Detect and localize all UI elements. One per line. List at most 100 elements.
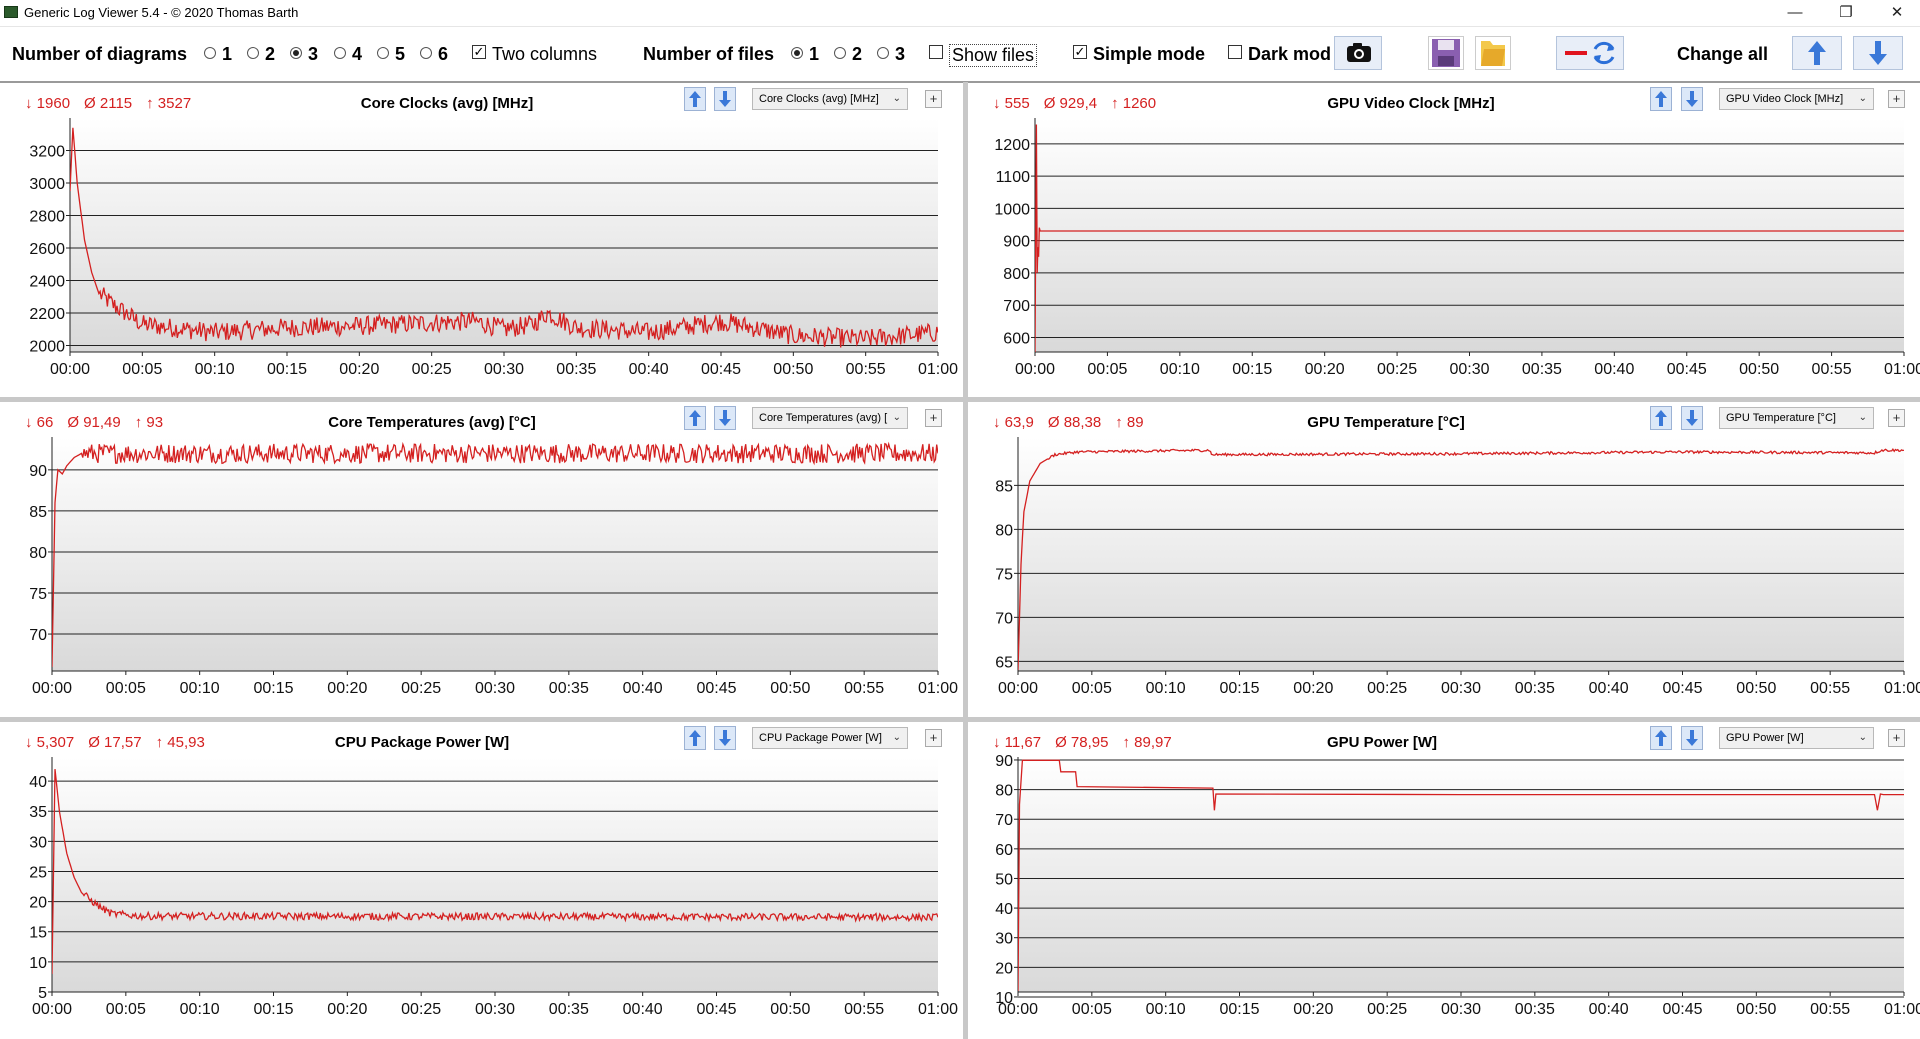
x-tick-label: 00:40 xyxy=(623,1001,663,1018)
x-tick-label: 00:55 xyxy=(844,1001,884,1018)
x-tick-label: 00:40 xyxy=(623,680,663,697)
x-tick-label: 00:00 xyxy=(32,680,72,697)
y-tick-label: 800 xyxy=(1003,266,1030,283)
move-up-button[interactable] xyxy=(1650,406,1672,430)
row-divider[interactable] xyxy=(0,397,1920,402)
diagrams-label: Number of diagrams xyxy=(12,44,188,64)
minimize-button[interactable]: — xyxy=(1787,4,1803,21)
sensor-select[interactable]: CPU Package Power [W] ⌄ xyxy=(752,727,908,749)
arrow-up-icon xyxy=(689,91,701,107)
y-tick-label: 60 xyxy=(995,842,1013,859)
y-tick-label: 70 xyxy=(995,610,1013,627)
arrow-up-icon xyxy=(1655,730,1667,746)
line-chart: 65 70 75 80 85 00:00 00:05 00:10 00:15 00:20 00:25… xyxy=(995,437,1920,697)
dark-mode-checkbox[interactable] xyxy=(1228,45,1242,59)
arrow-down-icon xyxy=(719,410,731,426)
x-tick-label: 00:30 xyxy=(1441,680,1481,697)
move-down-button[interactable] xyxy=(1681,726,1703,750)
diagram-option-label: 1 xyxy=(222,44,233,64)
x-tick-label: 00:35 xyxy=(1522,361,1562,378)
move-down-button[interactable] xyxy=(1681,406,1703,430)
move-all-up-button[interactable] xyxy=(1792,36,1842,70)
sensor-select[interactable]: Core Clocks (avg) [MHz] ⌄ xyxy=(752,88,908,110)
x-tick-label: 00:10 xyxy=(1160,361,1200,378)
move-up-button[interactable] xyxy=(684,406,706,430)
move-down-button[interactable] xyxy=(1681,87,1703,111)
x-tick-label: 00:45 xyxy=(1667,361,1707,378)
move-up-button[interactable] xyxy=(684,726,706,750)
x-tick-label: 01:00 xyxy=(918,361,958,378)
sensor-select[interactable]: GPU Power [W] ⌄ xyxy=(1719,727,1874,749)
series-line xyxy=(1035,124,1904,352)
x-tick-label: 00:15 xyxy=(267,361,307,378)
stats-readout: ↓ 66 Ø 91,49 ↑ 93 xyxy=(25,414,177,431)
show-files-checkbox[interactable] xyxy=(929,45,943,59)
file-radio-1[interactable] xyxy=(791,47,803,59)
close-button[interactable]: ✕ xyxy=(1890,4,1904,21)
add-file-button[interactable]: + xyxy=(925,90,942,108)
row-divider[interactable] xyxy=(0,717,1920,722)
two-columns-checkbox[interactable]: ✓ xyxy=(472,44,486,59)
line-color-swap-button[interactable] xyxy=(1556,36,1624,70)
simple-mode-checkbox[interactable]: ✓ xyxy=(1073,44,1087,59)
sensor-select[interactable]: GPU Video Clock [MHz] ⌄ xyxy=(1719,88,1874,110)
arrow-up-icon xyxy=(1655,410,1667,426)
add-file-button[interactable]: + xyxy=(1888,409,1905,427)
sensor-select[interactable]: Core Temperatures (avg) [⌄ xyxy=(752,407,908,429)
chart-panel-cpu-package-power: 5 10 15 20 25 30 35 40 00:00 00:05 00:10 00:15 00:20… xyxy=(0,722,963,1039)
screenshot-button[interactable] xyxy=(1334,36,1382,70)
add-file-button[interactable]: + xyxy=(1888,729,1905,747)
x-tick-label: 00:50 xyxy=(1739,361,1779,378)
diagram-radio-4[interactable] xyxy=(334,47,346,59)
x-tick-label: 00:40 xyxy=(1589,1001,1629,1018)
x-tick-label: 00:15 xyxy=(1219,1001,1259,1018)
sensor-select[interactable]: GPU Temperature [°C] ⌄ xyxy=(1719,407,1874,429)
save-button[interactable] xyxy=(1428,36,1464,70)
x-tick-label: 00:25 xyxy=(1367,1001,1407,1018)
add-file-button[interactable]: + xyxy=(925,409,942,427)
move-down-button[interactable] xyxy=(714,726,736,750)
chart-title: GPU Temperature [°C] xyxy=(1307,414,1465,431)
stat-avg: Ø 91,49 xyxy=(67,414,121,431)
x-tick-label: 00:20 xyxy=(327,1001,367,1018)
add-file-button[interactable]: + xyxy=(925,729,942,747)
stat-avg: Ø 929,4 xyxy=(1043,95,1098,112)
series-line xyxy=(52,769,938,974)
restore-button[interactable]: ❐ xyxy=(1839,4,1853,21)
arrow-up-icon xyxy=(689,730,701,746)
diagram-radio-3[interactable] xyxy=(290,47,302,59)
move-up-button[interactable] xyxy=(684,87,706,111)
chart-title: CPU Package Power [W] xyxy=(334,734,510,751)
diagram-radio-6[interactable] xyxy=(420,47,432,59)
move-up-button[interactable] xyxy=(1650,726,1672,750)
x-tick-label: 00:50 xyxy=(770,1001,810,1018)
folder-icon xyxy=(1481,41,1505,66)
move-all-down-button[interactable] xyxy=(1853,36,1903,70)
move-down-button[interactable] xyxy=(714,87,736,111)
file-radio-2[interactable] xyxy=(834,47,846,59)
column-divider[interactable] xyxy=(963,82,968,1039)
diagram-radio-5[interactable] xyxy=(377,47,389,59)
sensor-select-value: Core Temperatures (avg) [ xyxy=(759,412,888,424)
move-down-button[interactable] xyxy=(714,406,736,430)
add-file-button[interactable]: + xyxy=(1888,90,1905,108)
y-tick-label: 75 xyxy=(995,566,1013,583)
y-tick-label: 2200 xyxy=(29,306,65,323)
file-radio-3[interactable] xyxy=(877,47,889,59)
stat-avg: Ø 88,38 xyxy=(1047,414,1102,431)
y-tick-label: 10 xyxy=(29,955,47,972)
diagram-radio-2[interactable] xyxy=(247,47,259,59)
x-tick-label: 00:05 xyxy=(106,1001,146,1018)
y-tick-label: 2000 xyxy=(29,339,65,356)
diagram-radio-1[interactable] xyxy=(204,47,216,59)
chart-title: Core Clocks (avg) [MHz] xyxy=(360,95,534,112)
y-tick-label: 20 xyxy=(29,895,47,912)
x-tick-label: 00:05 xyxy=(106,680,146,697)
x-tick-label: 00:50 xyxy=(773,361,813,378)
x-tick-label: 00:55 xyxy=(1812,361,1852,378)
open-button[interactable] xyxy=(1475,36,1511,70)
y-tick-label: 90 xyxy=(29,463,47,480)
move-up-button[interactable] xyxy=(1650,87,1672,111)
y-tick-label: 2800 xyxy=(29,209,65,226)
y-tick-label: 5 xyxy=(38,985,47,1002)
